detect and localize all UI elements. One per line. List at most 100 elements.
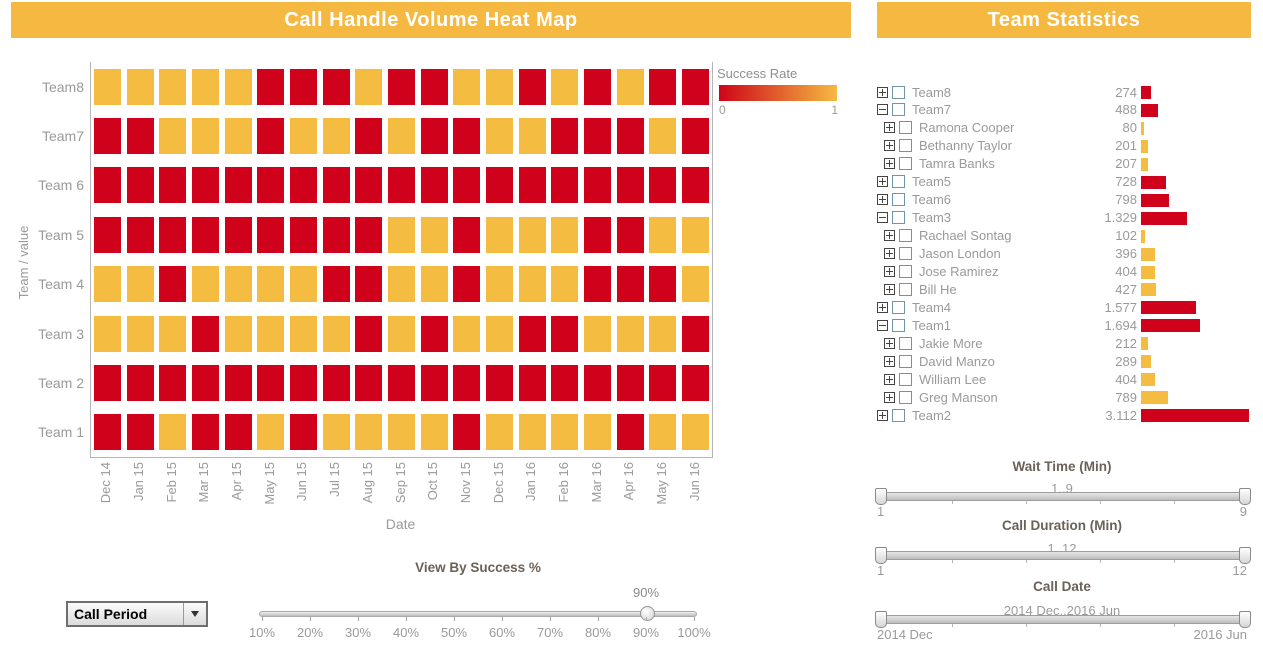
tree-row[interactable]: Rachael Sontag 102 — [877, 227, 1258, 245]
heatmap-cell[interactable] — [682, 118, 710, 155]
heatmap-cell[interactable] — [518, 167, 546, 204]
heatmap-cell[interactable] — [649, 167, 677, 204]
heatmap-cell[interactable] — [453, 266, 481, 303]
heatmap-cell[interactable] — [453, 364, 481, 401]
heatmap-cell[interactable] — [159, 167, 187, 204]
heatmap-cell[interactable] — [224, 364, 252, 401]
expand-icon[interactable] — [877, 409, 888, 421]
heatmap-cell[interactable] — [518, 414, 546, 451]
heatmap-cell[interactable] — [126, 216, 154, 253]
heatmap-cell[interactable] — [486, 364, 514, 401]
slider-track[interactable] — [875, 488, 1251, 505]
heatmap-cell[interactable] — [388, 364, 415, 401]
heatmap-cell[interactable] — [257, 167, 285, 204]
row-checkbox[interactable] — [899, 247, 912, 261]
heatmap-cell[interactable] — [616, 167, 644, 204]
heatmap-cell[interactable] — [420, 118, 448, 155]
heatmap-cell[interactable] — [420, 266, 448, 303]
heatmap-cell[interactable] — [551, 167, 579, 204]
heatmap-cell[interactable] — [551, 414, 579, 451]
heatmap-cell[interactable] — [126, 414, 154, 451]
heatmap-cell[interactable] — [420, 216, 448, 253]
heatmap-cell[interactable] — [289, 118, 317, 155]
heatmap-cell[interactable] — [191, 364, 219, 401]
tree-row[interactable]: Team2 3.112 — [877, 406, 1251, 424]
expand-icon[interactable] — [884, 158, 895, 170]
expand-icon[interactable] — [884, 337, 895, 349]
heatmap-cell[interactable] — [322, 266, 350, 303]
tree-row[interactable]: Team8 274 — [877, 83, 1251, 101]
heatmap-cell[interactable] — [388, 315, 415, 352]
heatmap-cell[interactable] — [355, 266, 383, 303]
heatmap-cell[interactable] — [486, 216, 514, 253]
heatmap-cell[interactable] — [159, 118, 187, 155]
heatmap-cell[interactable] — [257, 315, 285, 352]
expand-icon[interactable] — [877, 176, 888, 188]
heatmap-cell[interactable] — [159, 315, 187, 352]
heatmap-cell[interactable] — [584, 414, 612, 451]
heatmap-cell[interactable] — [257, 266, 285, 303]
expand-icon[interactable] — [884, 283, 895, 295]
tree-row[interactable]: Team1 1.694 — [877, 316, 1251, 334]
row-checkbox[interactable] — [899, 121, 912, 135]
heatmap-cell[interactable] — [93, 266, 121, 303]
heatmap-cell[interactable] — [159, 266, 187, 303]
heatmap-cell[interactable] — [224, 266, 252, 303]
heatmap-cell[interactable] — [93, 68, 121, 105]
heatmap-cell[interactable] — [453, 118, 481, 155]
heatmap-cell[interactable] — [616, 266, 644, 303]
heatmap-cell[interactable] — [159, 68, 187, 105]
slider-min-handle[interactable] — [875, 611, 887, 628]
heatmap-cell[interactable] — [584, 364, 612, 401]
heatmap-cell[interactable] — [355, 167, 383, 204]
expand-icon[interactable] — [884, 248, 895, 260]
heatmap-cell[interactable] — [486, 315, 514, 352]
heatmap-cell[interactable] — [453, 167, 481, 204]
heatmap-cell[interactable] — [453, 68, 481, 105]
slider-track[interactable] — [875, 547, 1251, 564]
heatmap-cell[interactable] — [584, 315, 612, 352]
heatmap-cell[interactable] — [486, 266, 514, 303]
heatmap-cell[interactable] — [126, 266, 154, 303]
call-period-dropdown[interactable]: Call Period — [66, 601, 208, 627]
heatmap-cell[interactable] — [224, 414, 252, 451]
tree-row[interactable]: Team3 1.329 — [877, 209, 1251, 227]
heatmap-cell[interactable] — [191, 118, 219, 155]
heatmap-cell[interactable] — [453, 216, 481, 253]
slider-max-handle[interactable] — [1239, 547, 1251, 564]
heatmap-cell[interactable] — [322, 414, 350, 451]
heatmap-cell[interactable] — [682, 414, 710, 451]
heatmap-cell[interactable] — [159, 216, 187, 253]
heatmap-cell[interactable] — [420, 414, 448, 451]
heatmap-cell[interactable] — [420, 315, 448, 352]
heatmap-cell[interactable] — [126, 68, 154, 105]
heatmap-cell[interactable] — [388, 68, 415, 105]
heatmap-cell[interactable] — [649, 118, 677, 155]
slider-max-handle[interactable] — [1239, 488, 1251, 505]
tree-row[interactable]: Bill He 427 — [877, 280, 1258, 298]
heatmap-cell[interactable] — [388, 266, 415, 303]
heatmap-cell[interactable] — [551, 364, 579, 401]
heatmap-cell[interactable] — [126, 315, 154, 352]
heatmap-cell[interactable] — [126, 364, 154, 401]
heatmap-cell[interactable] — [257, 68, 285, 105]
heatmap-cell[interactable] — [159, 364, 187, 401]
expand-icon[interactable] — [884, 122, 895, 134]
tree-row[interactable]: Greg Manson 789 — [877, 388, 1258, 406]
heatmap-cell[interactable] — [355, 414, 383, 451]
heatmap-cell[interactable] — [191, 266, 219, 303]
heatmap-cell[interactable] — [322, 118, 350, 155]
heatmap-cell[interactable] — [257, 414, 285, 451]
heatmap-cell[interactable] — [486, 118, 514, 155]
row-checkbox[interactable] — [892, 211, 905, 225]
heatmap-cell[interactable] — [93, 118, 121, 155]
row-checkbox[interactable] — [892, 175, 905, 189]
tree-row[interactable]: Ramona Cooper 80 — [877, 119, 1258, 137]
slider-track[interactable] — [875, 611, 1251, 628]
heatmap-cell[interactable] — [518, 364, 546, 401]
row-checkbox[interactable] — [892, 300, 905, 314]
heatmap-cell[interactable] — [355, 68, 383, 105]
heatmap-cell[interactable] — [355, 216, 383, 253]
heatmap-cell[interactable] — [322, 216, 350, 253]
heatmap-cell[interactable] — [584, 167, 612, 204]
